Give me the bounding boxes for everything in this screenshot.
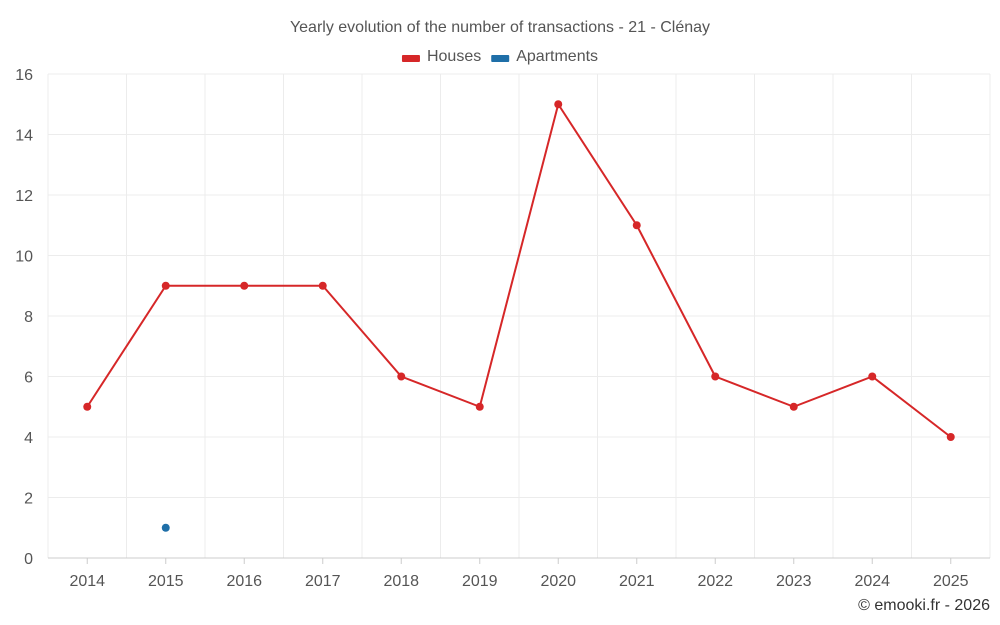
houses-point-2024 (868, 372, 877, 381)
y-tick-label: 6 (24, 370, 33, 387)
y-axis: 0 2 4 6 8 10 12 14 16 (15, 67, 33, 568)
y-tick-label: 0 (24, 551, 33, 568)
houses-point-2017 (318, 281, 327, 290)
x-tick-label: 2020 (540, 573, 576, 590)
houses-point-2025 (946, 433, 955, 441)
y-tick-label: 2 (24, 491, 33, 508)
houses-point-2021 (632, 221, 641, 230)
series-layer (83, 100, 955, 532)
legend-swatch-houses (401, 55, 420, 62)
x-tick-label: 2018 (383, 573, 419, 590)
y-tick-label: 12 (15, 188, 33, 205)
credit-text: © emooki.fr - 2026 (858, 597, 990, 614)
houses-point-2022 (711, 372, 720, 381)
legend-label-apartments: Apartments (516, 48, 598, 65)
houses-point-2014 (83, 402, 92, 411)
legend-label-houses: Houses (427, 48, 481, 65)
houses-line (86, 103, 952, 438)
x-tick-label: 2019 (462, 573, 498, 590)
x-tick-label: 2017 (305, 573, 341, 590)
x-tick-label: 2016 (226, 573, 262, 590)
x-tick-label: 2021 (619, 573, 655, 590)
x-tick-label: 2024 (854, 573, 890, 590)
x-tick-label: 2015 (148, 573, 184, 590)
x-tick-label: 2025 (933, 573, 969, 590)
houses-point-2020 (554, 100, 563, 109)
y-tick-label: 4 (24, 430, 33, 447)
houses-point-2015 (161, 281, 170, 290)
y-tick-label: 14 (15, 128, 33, 145)
grid (47, 73, 991, 558)
y-tick-label: 16 (15, 67, 33, 84)
legend-item-apartments: Apartments (491, 48, 598, 65)
x-tick-label: 2014 (69, 573, 105, 590)
x-tick-label: 2022 (697, 573, 733, 590)
legend-swatch-apartments (491, 55, 510, 62)
houses-point-2016 (240, 281, 249, 290)
legend-item-houses: Houses (401, 48, 481, 65)
houses-point-2023 (789, 402, 798, 411)
x-tick-label: 2023 (776, 573, 812, 590)
legend: Houses Apartments (401, 48, 598, 65)
y-tick-label: 10 (15, 249, 33, 266)
x-axis: 2014 2015 2016 2017 2018 2019 2020 2021 2022 2023… (48, 557, 990, 590)
chart-title: Yearly evolution of the number of transa… (290, 19, 710, 36)
apartments-point-2015 (161, 523, 170, 532)
houses-point-2019 (475, 402, 484, 411)
y-tick-label: 8 (24, 309, 33, 326)
houses-point-2018 (397, 372, 406, 381)
